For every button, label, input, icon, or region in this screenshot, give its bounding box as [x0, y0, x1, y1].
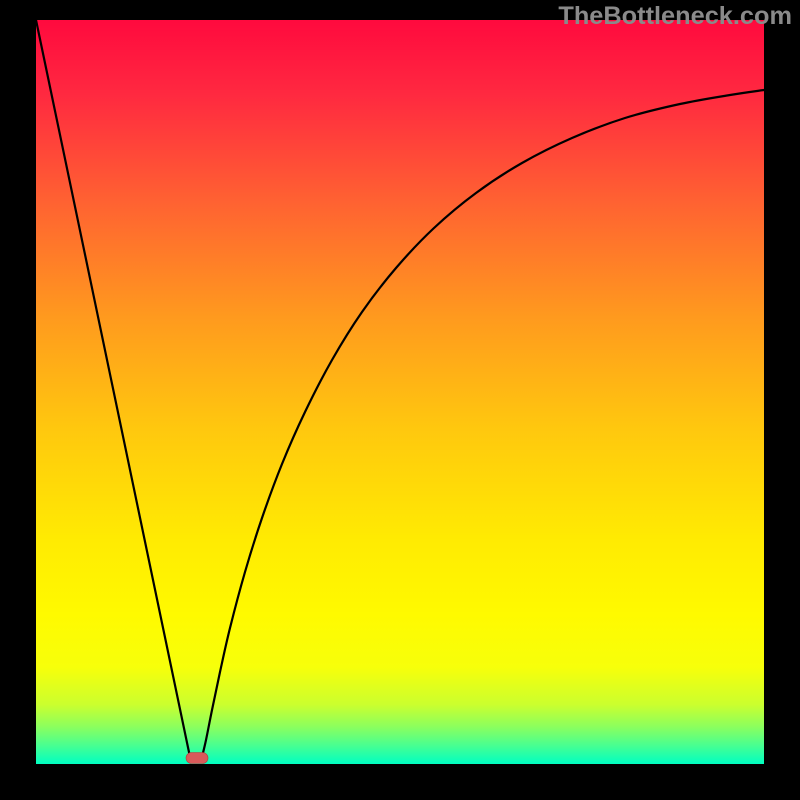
- chart-container: TheBottleneck.com: [0, 0, 800, 800]
- plot-area: [36, 20, 764, 764]
- optimal-marker: [186, 753, 208, 764]
- bottleneck-chart: [0, 0, 800, 800]
- watermark-text: TheBottleneck.com: [558, 2, 792, 31]
